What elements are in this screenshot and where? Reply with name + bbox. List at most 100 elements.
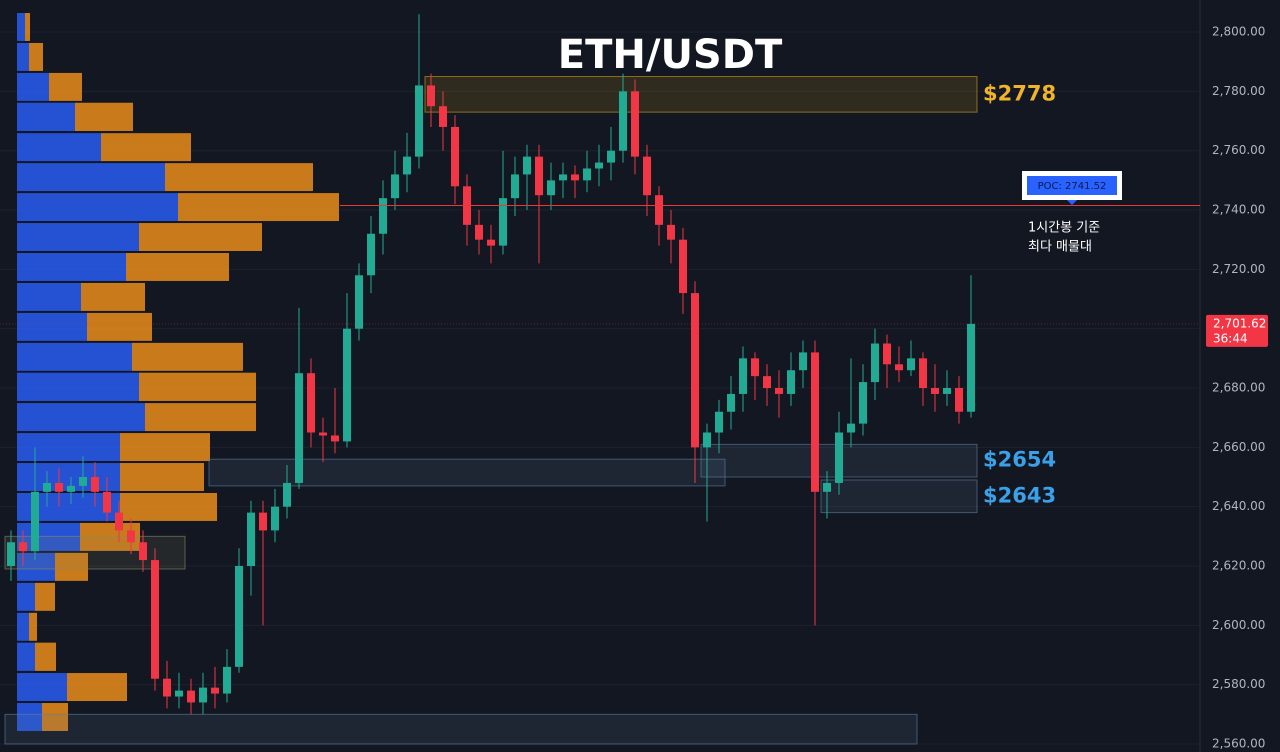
y-tick-label: 2,740.00 (1212, 203, 1265, 217)
price-zone (4, 713, 918, 745)
profile-buy (17, 433, 120, 462)
candle-body (163, 678, 171, 697)
price-zone (424, 76, 978, 113)
candle-body (523, 156, 531, 175)
candle-body (439, 106, 447, 127)
profile-buy (17, 42, 29, 71)
y-tick-label: 2,620.00 (1212, 559, 1265, 573)
candle-body (175, 690, 183, 697)
candle-body (499, 198, 507, 246)
candle-body (739, 358, 747, 394)
candle-body (247, 512, 255, 567)
candle-body (823, 482, 831, 492)
chart-title: ETH/USDT (558, 32, 783, 78)
profile-sell (87, 312, 152, 341)
candle-body (67, 485, 75, 492)
candle-body (115, 512, 123, 531)
candle-body (199, 687, 207, 703)
y-tick-label: 2,560.00 (1212, 736, 1265, 750)
candle-body (319, 432, 327, 436)
profile-buy (17, 72, 49, 101)
profile-buy (17, 312, 87, 341)
zone-label: $2654 (983, 448, 1056, 472)
candle-body (715, 411, 723, 433)
profile-buy (17, 133, 101, 162)
candle-body (835, 432, 843, 483)
candle-body (871, 343, 879, 383)
profile-sell (29, 612, 37, 641)
candle-body (931, 388, 939, 394)
candle-body (655, 195, 663, 225)
profile-buy (17, 372, 139, 401)
candle-body (307, 373, 315, 433)
candle-body (79, 477, 87, 486)
profile-buy (17, 703, 42, 731)
candle-body (619, 91, 627, 151)
profile-sell (55, 552, 88, 581)
profile-sell (139, 223, 262, 252)
profile-sell (126, 253, 229, 281)
poc-note: 최다 매물대 (1028, 240, 1092, 255)
profile-sell (35, 642, 56, 671)
y-tick-label: 2,720.00 (1212, 262, 1265, 276)
profile-buy (17, 582, 35, 611)
candle-body (919, 358, 927, 389)
profile-sell (25, 13, 30, 41)
candle-body (775, 388, 783, 394)
profile-sell (49, 72, 82, 101)
candle-body (727, 393, 735, 412)
countdown-label: 36:44 (1213, 331, 1248, 345)
profile-buy (17, 403, 145, 432)
profile-buy (17, 673, 67, 702)
candle-body (43, 482, 51, 492)
y-tick-label: 2,760.00 (1212, 143, 1265, 157)
y-tick-label: 2,660.00 (1212, 440, 1265, 454)
candle-body (547, 180, 555, 196)
profile-sell (145, 403, 256, 432)
candle-body (331, 435, 339, 442)
candle-body (691, 293, 699, 448)
candle-body (679, 239, 687, 294)
candle-body (343, 328, 351, 442)
candle-body (7, 542, 15, 567)
candle-body (403, 156, 411, 175)
profile-buy (17, 282, 81, 311)
profile-sell (75, 102, 133, 132)
poc-note: 1시간봉 기준 (1028, 221, 1100, 236)
candle-body (559, 174, 567, 181)
candle-body (799, 352, 807, 371)
candle-body (595, 162, 603, 169)
candle-body (271, 506, 279, 531)
y-tick-label: 2,580.00 (1212, 677, 1265, 691)
candle-body (187, 690, 195, 703)
zone-label: $2778 (983, 81, 1056, 105)
candle-body (811, 352, 819, 492)
poc-label: POC: 2741.52 (1038, 181, 1107, 192)
candle-body (355, 275, 363, 329)
profile-buy (17, 223, 139, 252)
candle-body (151, 560, 159, 679)
poc-tag (1027, 176, 1117, 195)
y-tick-label: 2,800.00 (1212, 25, 1265, 39)
candle-body (487, 239, 495, 246)
candle-body (379, 198, 387, 234)
profile-sell (139, 372, 256, 401)
candle-body (211, 687, 219, 694)
candle-body (643, 156, 651, 196)
poc-pointer (1067, 200, 1077, 205)
candle-body (907, 358, 915, 371)
candle-body (631, 91, 639, 157)
candle-body (415, 85, 423, 157)
candle-body (607, 150, 615, 163)
profile-buy (17, 612, 29, 641)
candle-body (235, 566, 243, 667)
profile-buy (17, 522, 80, 551)
profile-sell (35, 582, 55, 611)
y-tick-label: 2,640.00 (1212, 499, 1265, 513)
candle-body (367, 233, 375, 276)
y-tick-label: 2,680.00 (1212, 381, 1265, 395)
candle-body (475, 224, 483, 240)
candle-body (295, 373, 303, 483)
profile-sell (120, 492, 217, 521)
